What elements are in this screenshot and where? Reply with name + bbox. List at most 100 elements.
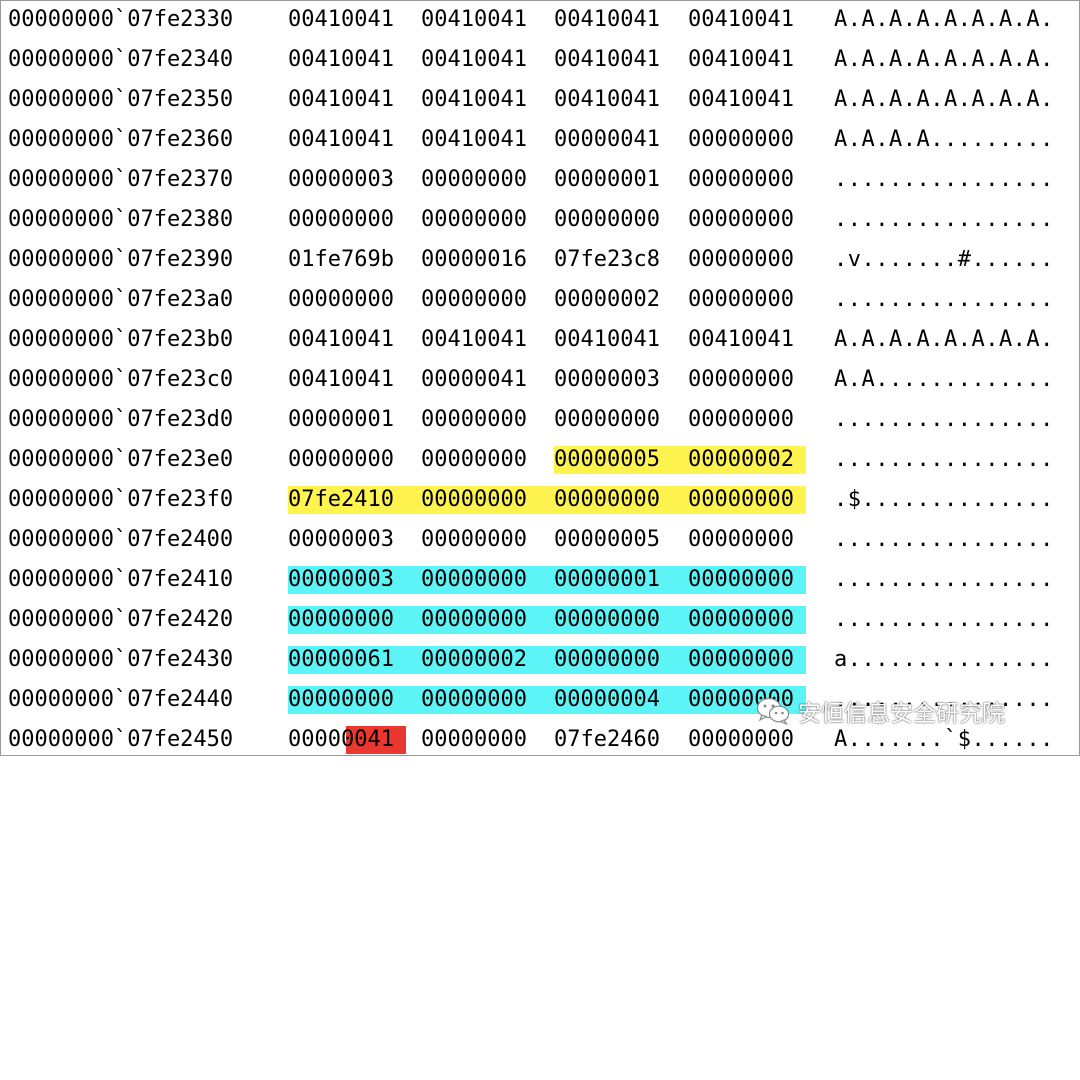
dword: 00000000 <box>688 407 794 432</box>
dword: 00000000 <box>554 407 660 432</box>
dword: 00000000 <box>554 207 660 232</box>
dword: 00000000 <box>421 207 527 232</box>
dword: 00000000 <box>688 527 794 552</box>
dword: 00000000 <box>421 447 527 472</box>
row-address: 00000000`07fe2340 <box>8 47 234 72</box>
wechat-icon <box>756 697 790 726</box>
dword: 00410041 <box>688 327 794 352</box>
ascii-column: ................ <box>834 607 1054 632</box>
dword: 00000000 <box>421 407 527 432</box>
row-address: 00000000`07fe23f0 <box>8 487 234 512</box>
ascii-column: ................ <box>834 287 1054 312</box>
dword: 00000003 <box>554 367 660 392</box>
dword: 00000002 <box>688 447 794 472</box>
dword: 00000000 <box>421 167 527 192</box>
watermark: 安恒信息安全研究院 <box>756 691 1005 731</box>
ascii-column: A.A.A.A.A.A.A.A. <box>834 87 1054 112</box>
dword: 00410041 <box>288 87 394 112</box>
dump-row: 00000000`07fe2390 01fe769b 00000016 07fe… <box>8 240 1072 280</box>
dword: 00000000 <box>554 487 660 512</box>
dword: 00000000 <box>688 567 794 592</box>
dword: 00000000 <box>688 247 794 272</box>
dword: 00410041 <box>554 7 660 32</box>
row-address: 00000000`07fe2390 <box>8 247 234 272</box>
dword: 00000000 <box>421 287 527 312</box>
ascii-column: A.A.A.A.A.A.A.A. <box>834 47 1054 72</box>
dword: 00410041 <box>288 127 394 152</box>
dword: 00410041 <box>688 87 794 112</box>
dword: 00000000 <box>421 527 527 552</box>
dword: 00000041 <box>288 727 394 752</box>
row-address: 00000000`07fe23b0 <box>8 327 234 352</box>
dword: 00000000 <box>288 607 394 632</box>
dword: 00000000 <box>288 447 394 472</box>
dword: 00000000 <box>688 647 794 672</box>
dword: 00000000 <box>688 167 794 192</box>
row-address: 00000000`07fe2410 <box>8 567 234 592</box>
dump-row: 00000000`07fe2330 00410041 00410041 0041… <box>8 0 1072 40</box>
yellow-highlight <box>554 446 806 474</box>
cyan-highlight <box>288 686 806 714</box>
ascii-column: A.A.A.A.A.A.A.A. <box>834 327 1054 352</box>
ascii-column: A.A.A.A.A.A.A.A. <box>834 7 1054 32</box>
dword: 00410041 <box>421 127 527 152</box>
dword: 00410041 <box>421 327 527 352</box>
dword: 00410041 <box>554 47 660 72</box>
dword: 00000000 <box>688 287 794 312</box>
ascii-column: ................ <box>834 167 1054 192</box>
dword: 00000005 <box>554 447 660 472</box>
dword: 00000000 <box>554 647 660 672</box>
dword: 00000004 <box>554 687 660 712</box>
cyan-highlight <box>288 606 806 634</box>
dword: 00000000 <box>421 567 527 592</box>
row-address: 00000000`07fe2440 <box>8 687 234 712</box>
ascii-column: .$.............. <box>834 487 1054 512</box>
dword: 00410041 <box>554 87 660 112</box>
ascii-column: ................ <box>834 527 1054 552</box>
dword: 00000001 <box>554 567 660 592</box>
row-address: 00000000`07fe2370 <box>8 167 234 192</box>
watermark-text: 安恒信息安全研究院 <box>798 701 1005 727</box>
dump-row: 00000000`07fe2370 00000003 00000000 0000… <box>8 160 1072 200</box>
dword: 00410041 <box>421 87 527 112</box>
dword: 00410041 <box>288 47 394 72</box>
dword: 00410041 <box>688 7 794 32</box>
ascii-column: ................ <box>834 687 1054 712</box>
dword: 00000003 <box>288 167 394 192</box>
dword: 01fe769b <box>288 247 394 272</box>
dump-row: 00000000`07fe2360 00410041 00410041 0000… <box>8 120 1072 160</box>
row-address: 00000000`07fe2420 <box>8 607 234 632</box>
row-address: 00000000`07fe2380 <box>8 207 234 232</box>
dump-row: 00000000`07fe2400 00000003 00000000 0000… <box>8 520 1072 560</box>
dword: 00000000 <box>688 487 794 512</box>
dword: 00000000 <box>688 207 794 232</box>
dword: 00000000 <box>688 367 794 392</box>
dword: 00000061 <box>288 647 394 672</box>
dump-row: 00000000`07fe23b0 00410041 00410041 0041… <box>8 320 1072 360</box>
dump-row: 00000000`07fe2350 00410041 00410041 0041… <box>8 80 1072 120</box>
dword: 07fe23c8 <box>554 247 660 272</box>
dword: 00000041 <box>421 367 527 392</box>
dump-row: 00000000`07fe23a0 00000000 00000000 0000… <box>8 280 1072 320</box>
ascii-column: ................ <box>834 407 1054 432</box>
ascii-column: .v.......#...... <box>834 247 1054 272</box>
dword: 00000002 <box>421 647 527 672</box>
dump-row: 00000000`07fe2440 00000000 00000000 0000… <box>8 680 1072 720</box>
ascii-column: A.......`$...... <box>834 727 1054 752</box>
dword: 00000000 <box>288 287 394 312</box>
row-address: 00000000`07fe23e0 <box>8 447 234 472</box>
dword: 00410041 <box>421 7 527 32</box>
dword: 00000016 <box>421 247 527 272</box>
memory-dump: 00000000`07fe2330 00410041 00410041 0041… <box>8 0 1072 760</box>
row-address: 00000000`07fe2360 <box>8 127 234 152</box>
dump-row: 00000000`07fe2450 00000041 00000000 07fe… <box>8 720 1072 760</box>
dword: 00000001 <box>288 407 394 432</box>
row-address: 00000000`07fe2330 <box>8 7 234 32</box>
yellow-highlight <box>288 486 806 514</box>
dword: 00410041 <box>688 47 794 72</box>
dword: 00000041 <box>554 127 660 152</box>
red-highlight <box>346 726 406 754</box>
dword: 00000001 <box>554 167 660 192</box>
dword: 00000000 <box>288 687 394 712</box>
ascii-column: ................ <box>834 567 1054 592</box>
